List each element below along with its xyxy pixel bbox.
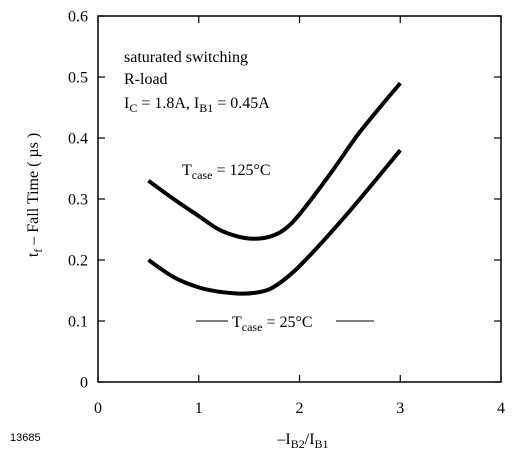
condition-line-1: saturated switching [124,49,248,66]
x-axis-label: –IB2/IB1 [276,431,328,451]
y-tick-label: 0 [80,375,88,392]
y-tick-label: 0.3 [68,192,88,209]
axis-ticks [97,15,502,383]
y-tick-label: 0.4 [68,131,88,148]
series-curves [147,81,402,296]
y-tick-label: 0.5 [68,70,88,87]
y-axis-label: tf – Fall Time ( µs ) [25,133,45,257]
y-tick-label: 0.2 [68,253,88,270]
x-tick-label: 0 [94,400,102,417]
condition-line-3: IC = 1.8A, IB1 = 0.45A [124,95,270,115]
x-tick-label: 2 [296,400,304,417]
x-tick-label: 4 [497,400,505,417]
x-tick-label: 3 [396,400,404,417]
x-tick-label: 1 [195,400,203,417]
conditions-annotation: saturated switching R-load IC = 1.8A, IB… [124,49,270,115]
y-tick-label: 0.1 [68,314,88,331]
y-tick-label: 0.6 [68,9,88,26]
series-label-125c: Tcase = 125°C [182,162,271,182]
figure-id: 13685 [10,432,41,444]
axis-tick-labels: 0 1 2 3 4 0 0.1 0.2 0.3 0.4 0.5 0.6 [68,9,505,418]
condition-line-2: R-load [124,71,168,88]
series-curve-125c [147,81,402,241]
series-curve-25c [147,148,402,296]
series-label-25c: Tcase = 25°C [232,314,313,334]
